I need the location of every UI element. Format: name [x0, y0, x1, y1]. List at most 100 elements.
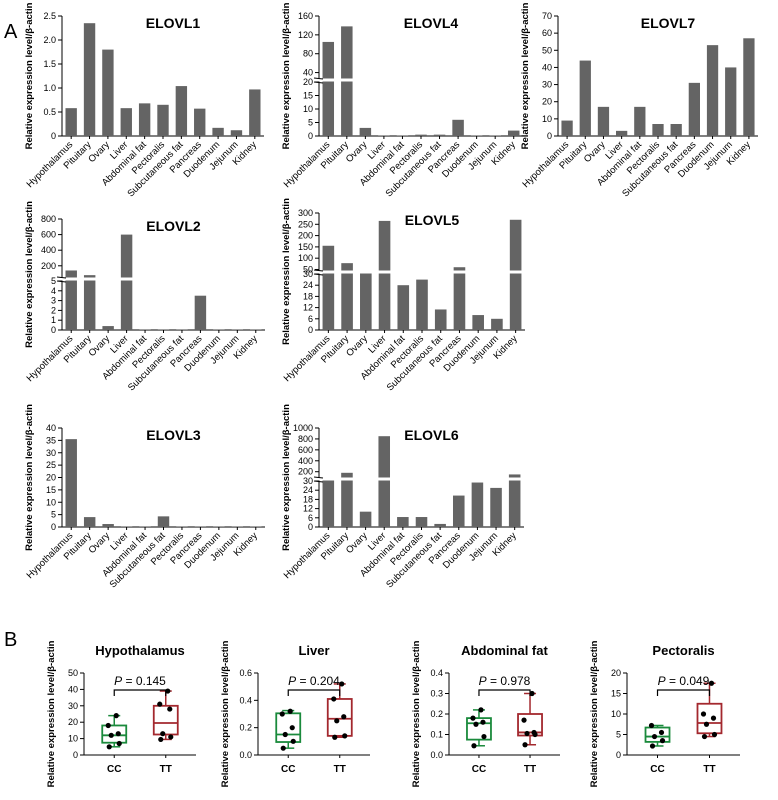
hypothalamus-data-point	[106, 744, 112, 750]
elovl6-axis-break-mark	[313, 480, 324, 483]
elovl1-y-tick-label: 0	[51, 131, 56, 141]
liver-data-point	[334, 718, 340, 724]
liver-y-tick-label: 0.6	[239, 668, 252, 678]
liver-data-point	[332, 734, 338, 740]
pectoralis-data-point	[708, 680, 715, 686]
elovl2-bar	[65, 270, 77, 330]
elovl3-y-tick-label: 10	[46, 497, 56, 507]
elovl4-bar	[489, 135, 501, 136]
pectoralis-p-value: P = 0.049	[658, 674, 710, 688]
pectoralis-p-symbol: P	[658, 674, 666, 688]
pectoralis-title: Pectoralis	[652, 643, 714, 658]
elovl2-y-label: Relative expression level/β-actin	[24, 201, 35, 348]
elovl5-axis-break-mark	[313, 269, 324, 272]
liver-data-point	[280, 745, 286, 751]
elovl6-y-tick-label: 800	[298, 434, 313, 444]
elovl6-y-tick-label: 1000	[293, 423, 313, 433]
elovl5-y-tick-label: 150	[298, 242, 313, 252]
elovl6-y-tick-label: 30	[303, 476, 313, 486]
hypothalamus-data-point	[116, 740, 122, 747]
liver-p-value: P = 0.204	[288, 674, 340, 688]
hypothalamus-x-tick-label: CC	[107, 764, 121, 775]
elovl3-bar	[65, 439, 77, 527]
elovl2-y-tick-label: 4	[51, 286, 56, 296]
elovl3-y-tick-label: 40	[46, 423, 56, 433]
hypothalamus-y-tick-label: 0	[73, 750, 78, 760]
elovl5-bar	[397, 285, 410, 330]
elovl3-bar	[176, 526, 188, 527]
elovl1-y-label: Relative expression level/β-actin	[24, 2, 35, 149]
liver-p-symbol: P	[288, 674, 296, 688]
elovl2-y-tick-label: 200	[41, 261, 56, 271]
elovl2-y-tick-label: 0	[51, 325, 56, 335]
hypothalamus-box	[152, 704, 179, 736]
liver-data-point	[342, 733, 348, 739]
hypothalamus-p-symbol: P	[114, 674, 122, 688]
elovl7-bar	[634, 106, 646, 136]
elovl5-y-tick-label: 30	[303, 269, 313, 279]
elovl4-y-tick-label: 5	[308, 118, 313, 128]
abdominal-fat-data-point	[471, 743, 477, 749]
abdominal-fat-x-tick-label: CC	[472, 764, 486, 775]
elovl2-axis-break-mark	[56, 276, 67, 279]
elovl4-bar	[378, 135, 390, 136]
elovl5-bar	[509, 219, 522, 330]
elovl7-y-tick-label: 20	[542, 97, 552, 107]
elovl6-bar	[452, 495, 465, 527]
liver-significance-bracket	[287, 689, 341, 696]
elovl6-x-tick-label: Ovary	[344, 530, 370, 556]
elovl5-bar	[341, 263, 353, 330]
pectoralis-data-point	[651, 733, 658, 740]
elovl2-y-tick-label: 600	[41, 230, 56, 240]
hypothalamus-data-point	[160, 731, 166, 737]
abdominal-fat-data-point	[478, 707, 484, 713]
elovl5-y-tick-label: 6	[308, 314, 313, 324]
elovl6-bar	[415, 517, 428, 527]
elovl3-bar	[194, 526, 207, 527]
hypothalamus-data-point	[157, 701, 163, 707]
hypothalamus-significance-bracket	[113, 689, 167, 696]
elovl1-bar	[138, 103, 151, 136]
elovl4-y-tick-label: 40	[303, 68, 313, 78]
hypothalamus-data-point	[165, 688, 171, 694]
elovl7-y-tick-label: 40	[542, 62, 552, 72]
elovl1-bar	[120, 108, 132, 136]
elovl5-y-tick-label: 300	[298, 208, 313, 218]
liver-y-label: Relative expression level/β-actin	[220, 640, 231, 787]
elovl4-bar	[415, 134, 427, 136]
elovl5-bar	[453, 267, 466, 330]
hypothalamus-data-point	[108, 732, 114, 738]
liver-box	[326, 698, 353, 737]
elovl1-title: ELOVL1	[146, 15, 201, 31]
elovl6-y-tick-label: 400	[298, 456, 313, 466]
pectoralis-data-point	[649, 743, 656, 749]
liver-y-tick-label: 0.2	[239, 723, 252, 733]
pectoralis-y-tick-label: 0	[616, 750, 621, 760]
liver-x-tick-label: CC	[281, 764, 295, 775]
abdominal-fat-y-tick-label: 0.3	[430, 689, 443, 699]
elovl7-y-tick-label: 0	[547, 131, 552, 141]
liver-data-point	[331, 696, 337, 702]
elovl6-y-tick-label: 600	[298, 445, 313, 455]
elovl3-bar	[139, 526, 151, 527]
elovl7-bar	[652, 124, 664, 136]
panel-label-b: B	[4, 629, 17, 651]
elovl6-bar	[471, 482, 484, 527]
elovl3-y-tick-label: 15	[46, 485, 56, 495]
elovl5-title: ELOVL5	[405, 212, 460, 228]
elovl5-axis-break-mark	[313, 273, 324, 276]
elovl1-bar	[102, 49, 114, 136]
hypothalamus-data-point	[113, 713, 119, 719]
elovl6-y-label: Relative expression level/β-actin	[281, 404, 292, 551]
elovl2-bar	[83, 275, 96, 330]
liver-data-point	[289, 725, 295, 731]
hypothalamus-y-tick-label: 50	[68, 668, 78, 678]
abdominal-fat-data-point	[470, 715, 476, 721]
elovl3-bar	[250, 526, 262, 527]
abdominal-fat-y-label: Relative expression level/β-actin	[411, 640, 422, 787]
elovl5-y-label: Relative expression level/β-actin	[281, 198, 292, 345]
elovl4-x-tick-label: Ovary	[344, 139, 370, 165]
abdominal-fat-data-point	[481, 733, 487, 740]
liver-y-tick-label: 0.0	[239, 750, 252, 760]
elovl5-y-tick-label: 50	[303, 264, 313, 274]
